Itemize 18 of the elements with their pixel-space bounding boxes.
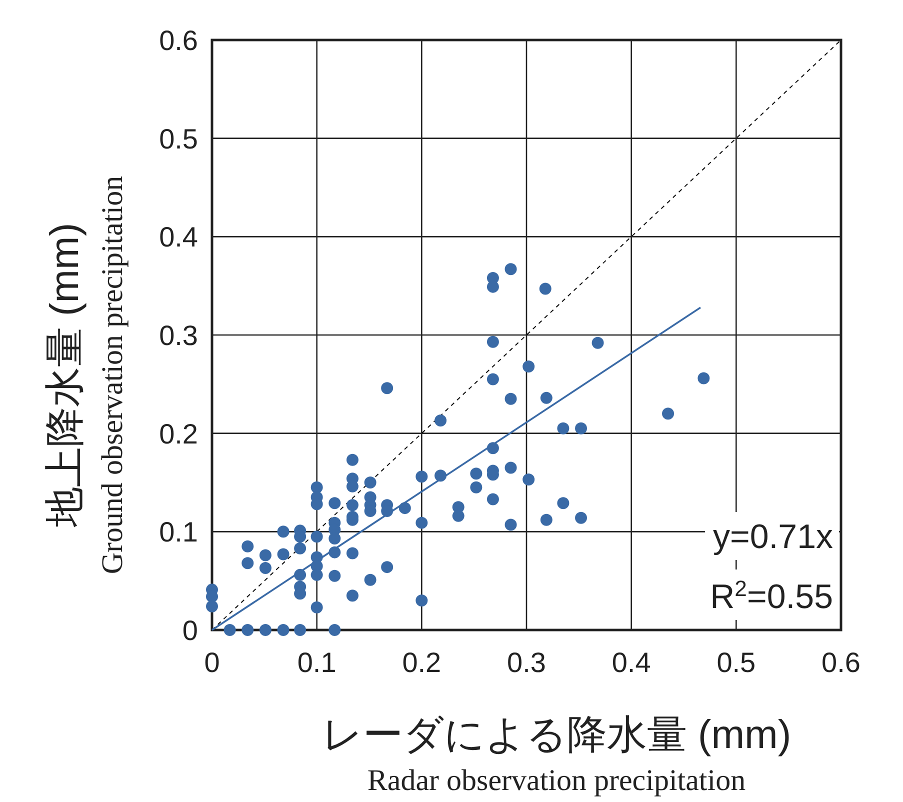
y-tick-label: 0.6	[159, 25, 198, 56]
y-tick-label: 0.5	[159, 123, 198, 154]
x-tick-label: 0	[204, 647, 220, 678]
x-tick-label: 0.2	[402, 647, 442, 678]
x-tick-label: 0.5	[716, 647, 756, 678]
x-tick-label: 0.6	[822, 647, 860, 678]
y-tick-label: 0.4	[159, 222, 198, 253]
annotation: y=0.71x	[712, 518, 833, 556]
x-tick-label: 0.3	[507, 647, 546, 678]
y-tick-label: 0.2	[159, 418, 198, 450]
x-tick-label: 0.4	[612, 647, 651, 678]
y-axis-title: 地上降水量 (mm) Ground observation precipitation	[43, 176, 129, 574]
x-axis-title: レーダによる降水量 (mm) Radar observation precipitation	[322, 713, 792, 797]
annotation: R$^{2}$=0.55	[710, 576, 833, 616]
y-tick-label: 0.1	[159, 516, 198, 548]
y-tick-label: 0.3	[159, 320, 198, 351]
y-tick-label: 0	[182, 615, 198, 646]
x-tick-label: 0.1	[297, 647, 336, 678]
